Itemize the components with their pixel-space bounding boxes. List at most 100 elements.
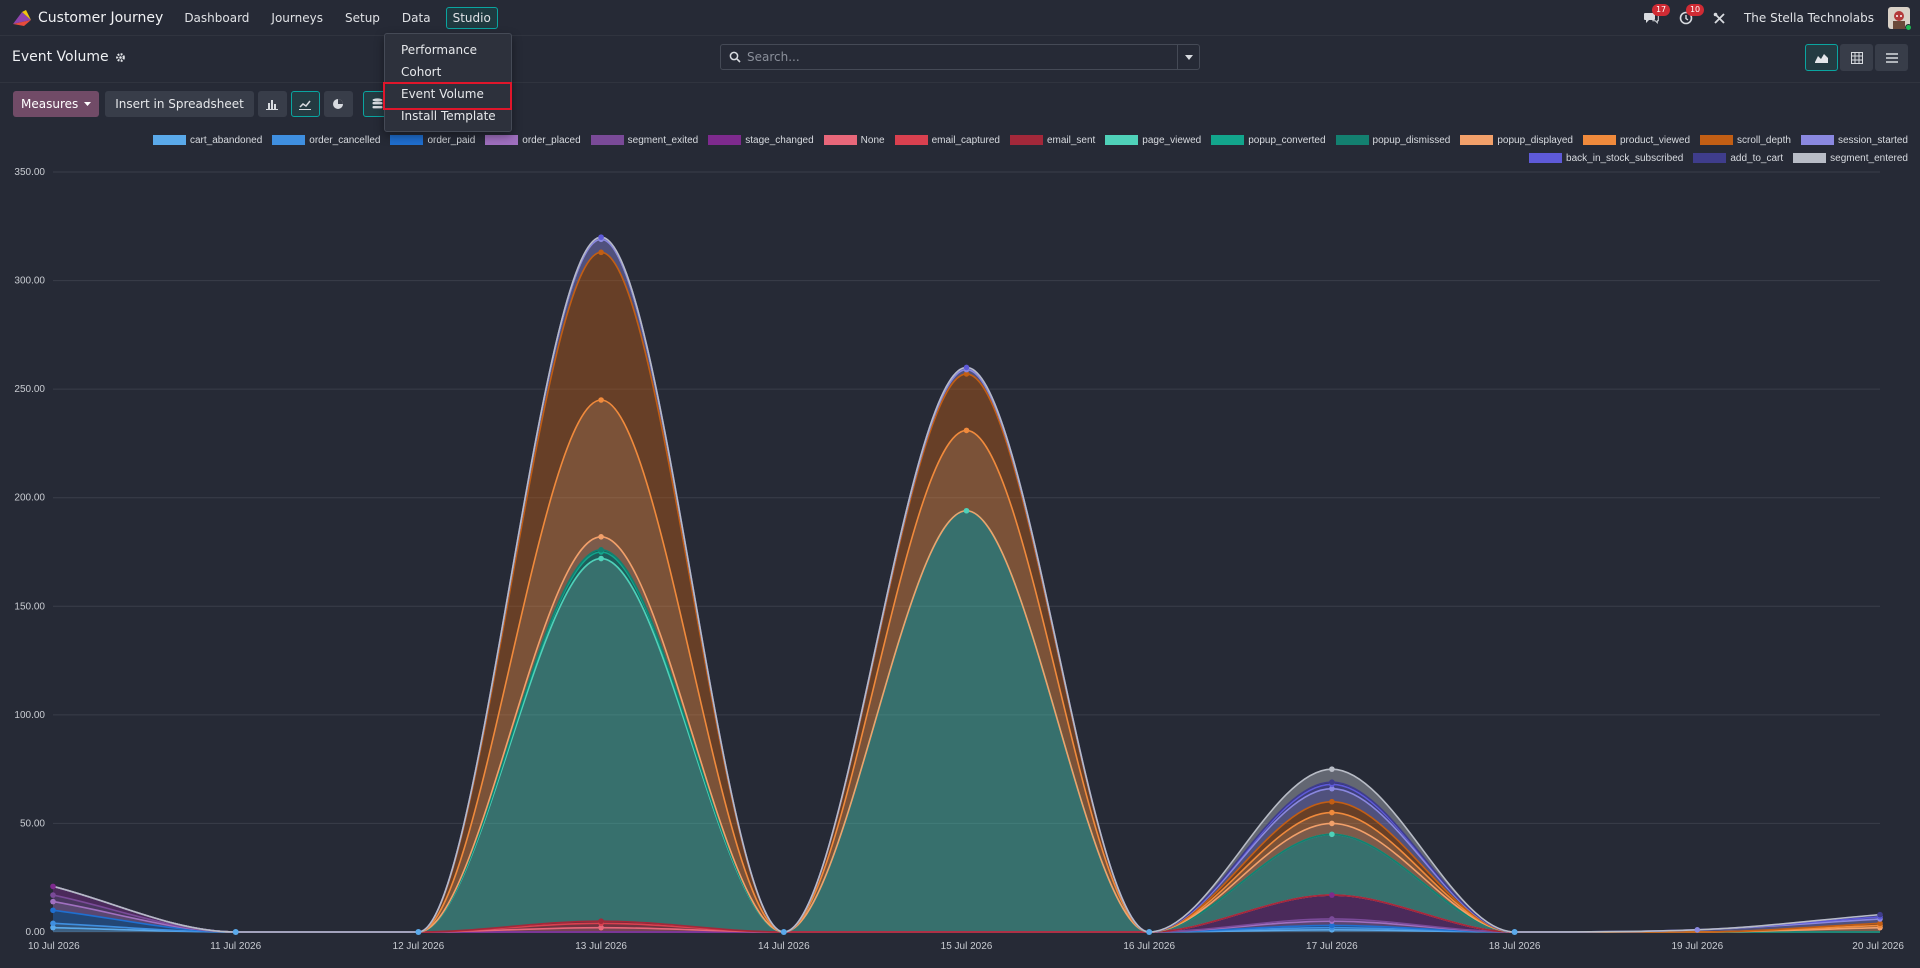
messages-count-badge: 17 (1651, 4, 1671, 16)
graph-view-button[interactable] (1805, 44, 1838, 71)
legend-swatch (272, 135, 306, 145)
bar-chart-button[interactable] (257, 91, 287, 117)
point-product-viewed[interactable] (1329, 809, 1335, 816)
legend-swatch (894, 135, 928, 145)
legend-item-order-placed[interactable]: order_placed (485, 133, 581, 147)
search-input[interactable] (721, 45, 1177, 69)
legend-item-popup-dismissed[interactable]: popup_dismissed (1335, 133, 1451, 147)
point-scroll-depth[interactable] (598, 249, 604, 256)
legend-item-add-to-cart[interactable]: add_to_cart (1693, 151, 1783, 165)
point-back-in-stock-subscribed[interactable] (598, 234, 604, 240)
legend-item-none[interactable]: None (823, 133, 885, 147)
point-stage-changed[interactable] (1329, 892, 1335, 898)
insert-spreadsheet-button[interactable]: Insert in Spreadsheet (105, 91, 254, 117)
legend-swatch (1693, 153, 1727, 163)
point-back-in-stock-subscribed[interactable] (963, 364, 970, 371)
point-zero-total[interactable] (1511, 929, 1518, 935)
point-page-viewed[interactable] (963, 507, 970, 514)
point-product-viewed[interactable] (598, 397, 604, 403)
legend-item-order-cancelled[interactable]: order_cancelled (272, 133, 380, 147)
legend-label: popup_dismissed (1372, 134, 1451, 146)
area-page-viewed[interactable] (53, 510, 1880, 932)
nav-data[interactable]: Data (401, 10, 431, 25)
point-order-cancelled[interactable] (50, 920, 56, 927)
measures-button[interactable]: Measures (13, 91, 100, 117)
point-popup-dismissed[interactable] (598, 547, 604, 553)
point-cart-abandoned[interactable] (50, 924, 56, 931)
messages-button[interactable]: 17 (1642, 4, 1671, 28)
point-add-to-cart[interactable] (1329, 779, 1335, 785)
point-popup-displayed[interactable] (1329, 820, 1335, 827)
legend-label: scroll_depth (1737, 134, 1791, 146)
point-page-viewed[interactable] (1329, 831, 1335, 838)
menu-item-cohort[interactable]: Cohort (401, 65, 442, 79)
legend-item-segment-entered[interactable]: segment_entered (1793, 151, 1908, 165)
app-logo-icon[interactable] (10, 6, 34, 30)
menu-item-event-volume[interactable]: Event Volume (401, 87, 484, 101)
point-session-started[interactable] (1329, 785, 1335, 792)
legend-swatch (152, 135, 186, 145)
point-order-placed[interactable] (50, 898, 56, 905)
legend-item-session-started[interactable]: session_started (1800, 133, 1908, 147)
nav-dashboard[interactable]: Dashboard (184, 10, 250, 25)
point-product-viewed[interactable] (963, 427, 970, 434)
point-session-started[interactable] (1694, 927, 1701, 933)
legend-item-email-sent[interactable]: email_sent (1009, 133, 1095, 147)
company-switcher[interactable]: The Stella Technolabs (1743, 11, 1874, 25)
legend-swatch (1793, 153, 1827, 163)
point-stage-changed[interactable] (50, 883, 56, 890)
nav-journeys[interactable]: Journeys (271, 10, 323, 25)
point-scroll-depth[interactable] (1877, 920, 1883, 927)
point-segment-exited[interactable] (50, 892, 56, 898)
menu-item-install-template[interactable]: Install Template (401, 109, 496, 123)
list-view-button[interactable] (1875, 44, 1908, 71)
app-name[interactable]: Customer Journey (38, 9, 164, 26)
point-zero-total[interactable] (415, 929, 422, 935)
point-zero-total[interactable] (232, 929, 239, 935)
point-order-paid[interactable] (50, 907, 56, 914)
nav-studio[interactable]: Studio (445, 6, 498, 29)
area-product-viewed[interactable] (53, 400, 1880, 932)
legend-swatch (390, 135, 424, 145)
point-order-paid[interactable] (1329, 922, 1335, 929)
point-segment-entered[interactable] (1329, 766, 1335, 772)
line-chart-button[interactable] (290, 91, 320, 117)
point-scroll-depth[interactable] (963, 371, 970, 377)
pivot-view-button[interactable] (1840, 44, 1873, 71)
menu-item-performance[interactable]: Performance (401, 43, 478, 57)
legend-item-email-captured[interactable]: email_captured (894, 133, 1000, 147)
point-zero-total[interactable] (780, 929, 787, 935)
point-popup-displayed[interactable] (598, 534, 604, 540)
debug-tools-button[interactable] (1710, 8, 1730, 28)
legend-item-order-paid[interactable]: order_paid (390, 133, 475, 147)
point-scroll-depth[interactable] (1329, 798, 1335, 805)
legend-item-back-in-stock-subscribed[interactable]: back_in_stock_subscribed (1529, 151, 1683, 165)
point-page-viewed[interactable] (598, 555, 604, 562)
legend-item-scroll-depth[interactable]: scroll_depth (1700, 133, 1791, 147)
gear-icon[interactable] (115, 52, 126, 63)
legend-item-segment-exited[interactable]: segment_exited (590, 133, 698, 147)
point-add-to-cart[interactable] (1877, 911, 1883, 918)
activities-button[interactable]: 10 (1676, 4, 1705, 28)
legend-label: product_viewed (1619, 134, 1691, 146)
point-zero-total[interactable] (1146, 929, 1153, 935)
user-avatar[interactable] (1888, 7, 1912, 31)
point-none[interactable] (598, 924, 604, 931)
nav-setup[interactable]: Setup (344, 10, 380, 25)
x-tick-label: 19 Jul 2026 (1671, 941, 1723, 952)
legend-item-popup-converted[interactable]: popup_converted (1211, 133, 1326, 147)
x-tick-label: 14 Jul 2026 (758, 941, 810, 952)
search-options-toggle[interactable] (1177, 45, 1199, 69)
legend-item-stage-changed[interactable]: stage_changed (708, 133, 814, 147)
area-stage-changed[interactable] (53, 886, 1880, 932)
legend-item-popup-displayed[interactable]: popup_displayed (1460, 133, 1573, 147)
pie-chart-button[interactable] (323, 91, 353, 117)
legend-item-product-viewed[interactable]: product_viewed (1582, 133, 1691, 147)
point-segment-exited[interactable] (1329, 916, 1335, 922)
legend-item-cart-abandoned[interactable]: cart_abandoned (152, 133, 262, 147)
area-scroll-depth[interactable] (53, 252, 1880, 932)
point-email-sent[interactable] (598, 918, 604, 924)
legend-swatch (1582, 135, 1616, 145)
x-tick-label: 20 Jul 2026 (1852, 941, 1904, 952)
legend-item-page-viewed[interactable]: page_viewed (1105, 133, 1201, 147)
